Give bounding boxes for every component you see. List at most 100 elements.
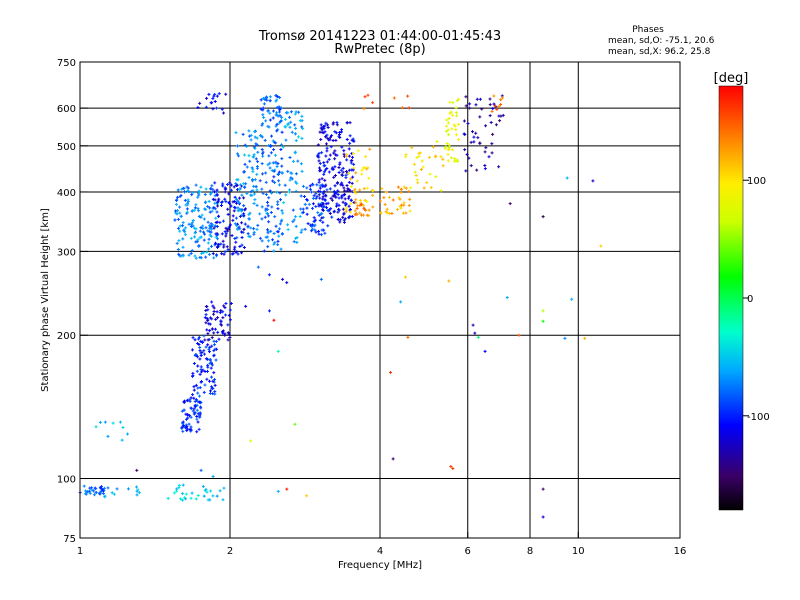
data-point (178, 205, 182, 209)
data-point (234, 216, 238, 220)
data-point (205, 490, 209, 494)
data-point (213, 194, 217, 198)
data-point (541, 319, 545, 323)
data-point (195, 414, 199, 418)
data-point (215, 210, 219, 214)
data-point (201, 484, 205, 488)
data-point (209, 230, 213, 234)
data-point (197, 214, 201, 218)
data-point (517, 333, 521, 337)
data-point (400, 203, 404, 207)
data-point (216, 237, 220, 241)
data-point (206, 220, 210, 224)
data-point (186, 416, 190, 420)
data-point (216, 200, 220, 204)
data-point (193, 231, 197, 235)
data-point (316, 143, 320, 147)
data-point (228, 318, 232, 322)
data-point (255, 136, 259, 140)
data-point (320, 216, 324, 220)
data-point (272, 175, 276, 179)
data-point (280, 143, 284, 147)
data-point (103, 495, 107, 499)
data-point (183, 190, 187, 194)
data-point (204, 255, 208, 259)
data-point (276, 202, 280, 206)
data-point (269, 229, 273, 233)
data-point (226, 207, 230, 211)
data-point (278, 191, 282, 195)
data-point (495, 107, 499, 111)
data-point (195, 408, 199, 412)
data-point (229, 204, 233, 208)
data-point (356, 149, 360, 153)
data-point (267, 125, 271, 129)
data-point (434, 175, 438, 179)
data-point (87, 489, 91, 493)
data-point (333, 157, 337, 161)
data-point (275, 164, 279, 168)
data-point (392, 96, 396, 100)
data-point (383, 202, 387, 206)
data-point (187, 422, 191, 426)
data-point (194, 227, 198, 231)
data-point (334, 195, 338, 199)
data-point (188, 414, 192, 418)
data-point (198, 349, 202, 353)
data-point (316, 153, 320, 157)
data-point (464, 169, 468, 173)
data-point (343, 201, 347, 205)
data-point (252, 155, 256, 159)
data-point (421, 165, 425, 169)
data-point (178, 211, 182, 215)
data-point (285, 487, 289, 491)
data-point (447, 279, 451, 283)
data-point (249, 133, 253, 137)
data-point (277, 170, 281, 174)
data-point (475, 168, 479, 172)
data-point (293, 422, 297, 426)
data-point (199, 380, 203, 384)
data-point (320, 128, 324, 132)
data-point (182, 228, 186, 232)
data-point (313, 223, 317, 227)
data-point (399, 190, 403, 194)
chart-subtitle: RwPretec (8p) (334, 42, 425, 57)
data-point (449, 464, 453, 468)
data-point (189, 425, 193, 429)
data-point (366, 166, 370, 170)
data-point (300, 169, 304, 173)
data-point (232, 205, 236, 209)
data-point (211, 379, 215, 383)
data-point (400, 106, 404, 110)
data-point (185, 207, 189, 211)
data-point (298, 119, 302, 123)
data-point (433, 155, 437, 159)
data-point (337, 196, 341, 200)
data-point (352, 162, 356, 166)
data-point (205, 377, 209, 381)
data-point (347, 171, 351, 175)
data-point (337, 170, 341, 174)
data-point (227, 192, 231, 196)
data-point (349, 202, 353, 206)
data-point (196, 391, 200, 395)
data-point (197, 209, 201, 213)
data-point (126, 487, 130, 491)
data-point (378, 199, 382, 203)
data-point (181, 221, 185, 225)
data-point (300, 136, 304, 140)
data-point (340, 181, 344, 185)
data-point (483, 167, 487, 171)
data-point (362, 187, 366, 191)
data-point (360, 168, 364, 172)
data-point (244, 304, 248, 308)
data-point (439, 155, 443, 159)
data-point (185, 413, 189, 417)
data-point (318, 196, 322, 200)
data-point (263, 138, 267, 142)
data-point (236, 152, 240, 156)
data-point (213, 198, 217, 202)
data-point (215, 224, 219, 228)
data-point (197, 189, 201, 193)
